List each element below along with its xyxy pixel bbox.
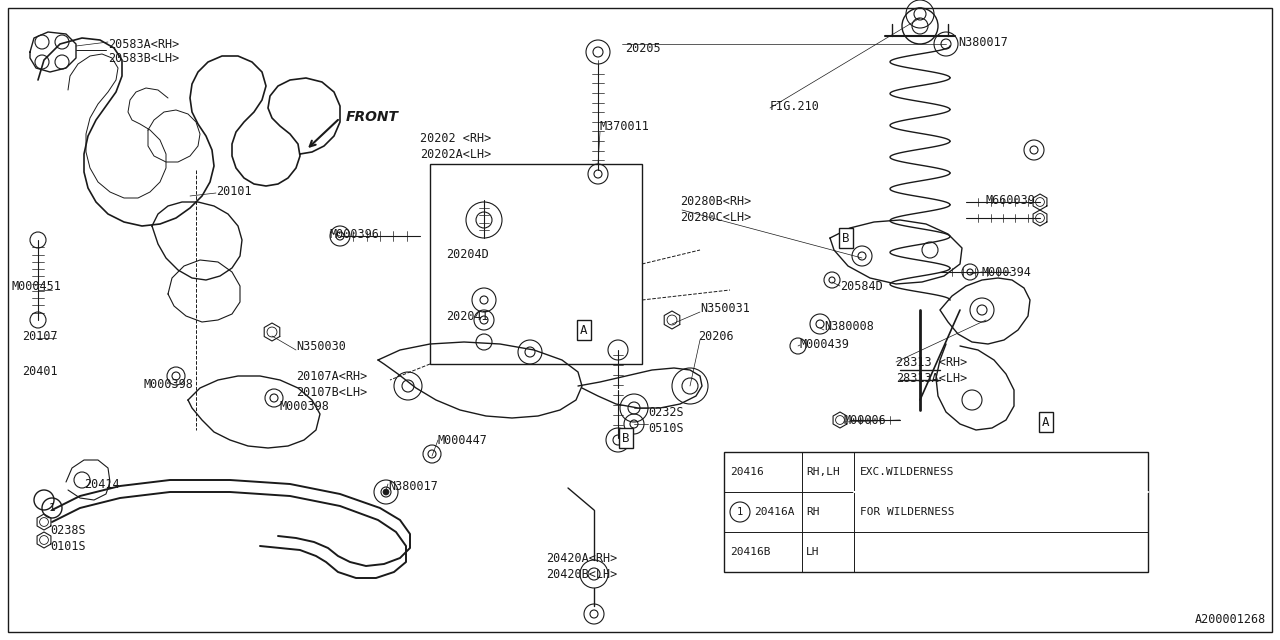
- Text: 20583A<RH>: 20583A<RH>: [108, 38, 179, 51]
- Text: 20101: 20101: [216, 185, 252, 198]
- Text: B: B: [622, 431, 630, 445]
- Text: RH,LH: RH,LH: [806, 467, 840, 477]
- Text: EXC.WILDERNESS: EXC.WILDERNESS: [860, 467, 955, 477]
- Text: M000447: M000447: [438, 434, 488, 447]
- Text: 20107A<RH>: 20107A<RH>: [296, 370, 367, 383]
- Text: M000398: M000398: [143, 378, 193, 391]
- Bar: [724, 452, 1148, 572]
- Bar: [430, 164, 643, 364]
- Text: N380017: N380017: [957, 36, 1007, 49]
- Text: LH: LH: [806, 547, 819, 557]
- Text: 20280C<LH>: 20280C<LH>: [680, 211, 751, 224]
- Text: 20583B<LH>: 20583B<LH>: [108, 52, 179, 65]
- Text: A200001268: A200001268: [1194, 613, 1266, 626]
- Text: RH: RH: [806, 507, 819, 517]
- Text: 20205: 20205: [625, 42, 660, 55]
- Text: A: A: [1042, 415, 1050, 429]
- Text: 1: 1: [49, 503, 55, 513]
- Text: M000398: M000398: [280, 400, 330, 413]
- Text: 20204I: 20204I: [445, 310, 489, 323]
- Text: 20206: 20206: [698, 330, 733, 343]
- Text: 20416B: 20416B: [730, 547, 771, 557]
- Text: 20280B<RH>: 20280B<RH>: [680, 195, 751, 208]
- Text: 28313A<LH>: 28313A<LH>: [896, 372, 968, 385]
- Text: 0232S: 0232S: [648, 406, 684, 419]
- Text: M000439: M000439: [800, 338, 850, 351]
- Text: M370011: M370011: [600, 120, 650, 133]
- Text: 28313 <RH>: 28313 <RH>: [896, 356, 968, 369]
- Text: M660039: M660039: [986, 194, 1034, 207]
- Text: N380008: N380008: [824, 320, 874, 333]
- Text: 20107: 20107: [22, 330, 58, 343]
- Circle shape: [383, 489, 389, 495]
- Text: 0510S: 0510S: [648, 422, 684, 435]
- Text: 20416A: 20416A: [754, 507, 795, 517]
- Text: M000396: M000396: [330, 228, 380, 241]
- Text: FOR WILDERNESS: FOR WILDERNESS: [860, 507, 955, 517]
- Text: N350031: N350031: [700, 302, 750, 315]
- Text: A: A: [580, 323, 588, 337]
- Text: 0238S: 0238S: [50, 524, 86, 537]
- Text: 20204D: 20204D: [445, 248, 489, 261]
- Text: M000394: M000394: [982, 266, 1032, 279]
- Text: 20420A<RH>: 20420A<RH>: [547, 552, 617, 565]
- Text: 1: 1: [737, 507, 744, 517]
- Text: 20202A<LH>: 20202A<LH>: [420, 148, 492, 161]
- Text: FIG.210: FIG.210: [771, 100, 820, 113]
- Text: 20202 <RH>: 20202 <RH>: [420, 132, 492, 145]
- Text: 20414: 20414: [84, 478, 119, 491]
- Text: M00006: M00006: [844, 414, 887, 427]
- Text: 20420B<LH>: 20420B<LH>: [547, 568, 617, 581]
- Text: FRONT: FRONT: [346, 110, 399, 124]
- Text: 20584D: 20584D: [840, 280, 883, 293]
- Text: 0101S: 0101S: [50, 540, 86, 553]
- Text: 20401: 20401: [22, 365, 58, 378]
- Text: N350030: N350030: [296, 340, 346, 353]
- Text: 20416: 20416: [730, 467, 764, 477]
- Text: N380017: N380017: [388, 480, 438, 493]
- Text: 20107B<LH>: 20107B<LH>: [296, 386, 367, 399]
- Text: B: B: [842, 232, 850, 244]
- Text: M000451: M000451: [12, 280, 61, 293]
